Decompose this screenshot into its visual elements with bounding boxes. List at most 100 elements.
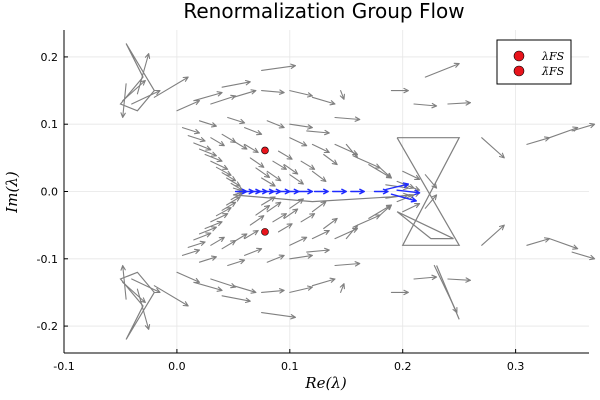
flow-arrow [261,89,285,95]
flow-arrow [413,102,438,109]
flow-arrow [120,83,127,119]
x-axis-label: Re(λ) [304,374,347,392]
flow-arrow [266,201,282,213]
legend-label-lambda-fs-bar: λ̄FS [541,65,565,78]
flow-arrow [339,90,345,100]
flow-arrow [261,288,285,294]
fixed-point-marker [261,146,269,155]
flow-arrow [283,164,299,175]
flow-arrow [289,198,304,209]
flow-arrow [402,203,421,213]
real-axis-flow-arrow [373,188,389,195]
flow-arrow [424,174,438,189]
flow-arrow [136,288,151,330]
flow-arrow [131,278,161,294]
flow-arrow [210,137,225,147]
flow-arrow [277,150,293,160]
flow-arrow [249,215,265,226]
flow-arrow [210,278,237,289]
real-axis-flow-arrow [385,182,410,191]
flow-polyline [396,211,454,240]
flow-arrow [244,127,263,136]
tick-labels: -0.1 0.0 0.1 0.2 0.3 -0.2 -0.1 0.0 0.1 0.2 [37,51,525,373]
flow-arrow [210,213,229,223]
flow-arrow [261,63,297,71]
flow-arrow [131,89,161,105]
flow-arrow [272,160,287,170]
flow-polyline [396,137,461,246]
flow-arrow [153,76,189,98]
flow-arrow [193,142,212,151]
flow-arrow [548,126,579,139]
y-tick-label: -0.2 [37,320,58,333]
flow-arrow [424,194,438,209]
flow-arrow [447,277,472,283]
flow-arrow [227,258,246,267]
flow-arrow [311,143,330,154]
flow-arrow [221,172,237,182]
flow-arrow [221,201,237,211]
real-axis-flow-arrow [332,188,347,195]
flow-arrow [289,137,308,147]
flow-arrow [379,204,392,216]
flow-arrow [548,238,579,250]
flow-arrow [571,251,596,261]
flow-arrow [379,167,392,179]
fixed-points [261,146,269,236]
flow-polyline [119,271,156,340]
flow-arrow [339,283,345,293]
real-axis-flow-arrow [298,188,314,195]
flow-arrow [277,223,293,233]
flow-arrow [198,255,217,263]
flow-arrow [413,274,438,281]
flow-arrow [255,205,271,216]
fixed-point-marker [261,228,269,236]
flow-arrow [266,120,285,129]
flow-arrow [198,148,217,157]
x-tick-label: 0.2 [394,360,412,373]
flow-arrow [187,240,206,248]
flow-arrow [311,201,327,213]
flow-arrow [306,129,330,136]
flow-arrow [210,94,237,105]
real-axis-flow-arrow [396,189,421,196]
x-tick-label: -0.1 [53,360,74,373]
chart-title: Renormalization Group Flow [183,0,464,23]
flow-arrow [215,166,232,176]
flow-arrow [136,53,151,95]
y-tick-label: 0.1 [41,118,59,131]
flow-arrow [232,140,248,150]
real-axis-flow-arrow [286,188,300,195]
flow-arrow [120,264,127,300]
flow-arrow [311,277,336,287]
flow-arrow [204,153,223,163]
flow-arrow [266,170,282,182]
flow-arrow [356,157,381,169]
flow-arrow [289,174,304,185]
flow-arrow [283,208,299,219]
flow-arrow [345,143,359,159]
flow-arrow [289,285,313,293]
y-tick-label: -0.1 [37,253,58,266]
flow-arrow [311,96,336,106]
flow-arrow [385,192,409,199]
flow-arrow [244,229,259,240]
real-axis-flow-arrow [313,188,329,195]
legend-label-lambda-fs: λFS [541,50,565,63]
flow-arrow [433,264,458,314]
flow-arrow [289,123,313,130]
flow-arrow [215,207,232,217]
flow-arrow [368,164,392,179]
flow-arrow [368,204,392,219]
flow-arrow [227,116,246,125]
real-axis-flow-arrow [350,188,365,195]
flow-arrow [390,289,409,296]
flow-arrow [187,135,206,143]
real-axis-flow-vectors [234,182,421,203]
flow-arrow [204,220,223,230]
flow-arrow [306,247,330,254]
flow-arrow [272,213,287,223]
flow-arrow [244,247,263,256]
legend-box [496,39,572,85]
x-tick-label: 0.0 [168,360,186,373]
